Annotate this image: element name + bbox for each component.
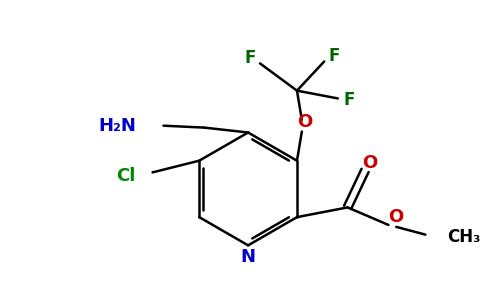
Text: CH₃: CH₃ [447,228,480,246]
Text: H₂N: H₂N [98,117,136,135]
Text: O: O [363,154,378,172]
Text: Cl: Cl [116,167,135,185]
Text: O: O [389,208,404,226]
Text: O: O [297,113,312,131]
Text: F: F [344,92,355,110]
Text: F: F [244,49,256,67]
Text: F: F [328,46,340,64]
Text: N: N [241,248,256,266]
